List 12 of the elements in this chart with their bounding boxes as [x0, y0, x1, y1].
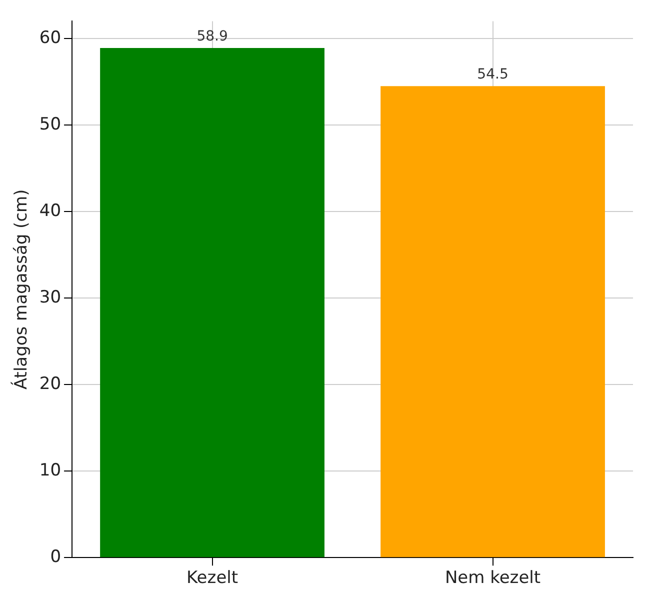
data-label: 54.5: [477, 66, 508, 83]
y-tick-label: 40: [39, 200, 62, 221]
data-label: 58.9: [196, 28, 228, 45]
y-tick-label: 10: [39, 460, 62, 481]
y-tick-label: 20: [39, 374, 62, 394]
y-tick-label: 60: [39, 28, 62, 48]
y-tick-label: 50: [39, 114, 62, 134]
y-axis-title: Átlagos magasság (cm): [10, 189, 32, 390]
x-tick-label: Nem kezelt: [444, 568, 541, 588]
x-tick-label: Kezelt: [186, 568, 238, 588]
y-tick-label: 30: [39, 287, 62, 308]
y-tick-label: 0: [50, 547, 62, 568]
